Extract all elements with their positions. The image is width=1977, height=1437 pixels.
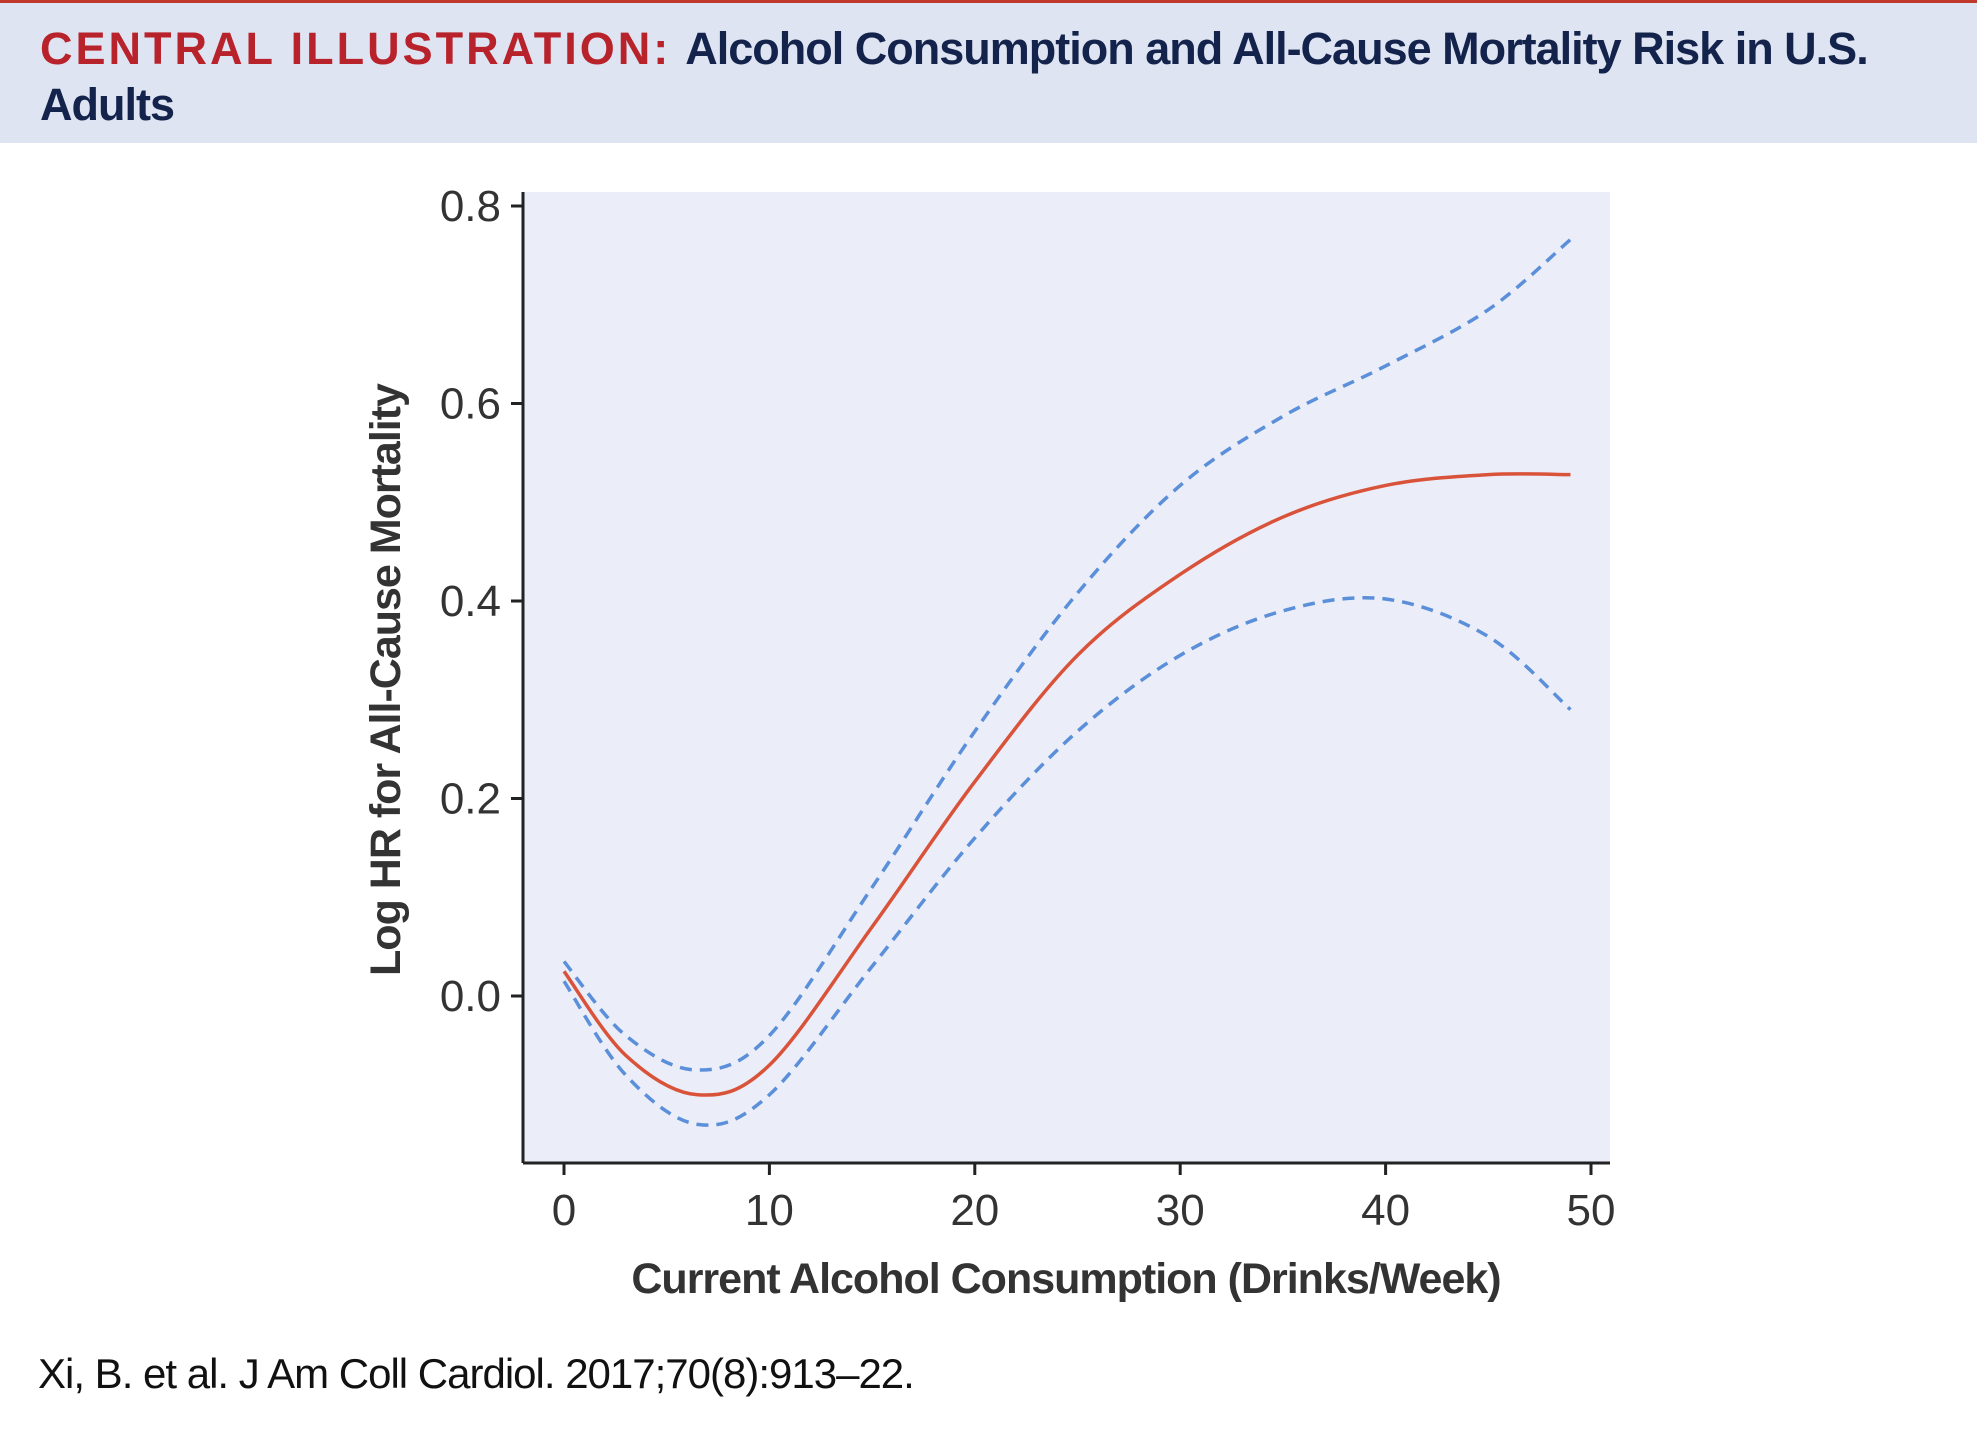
x-tick-label: 50 [1567,1186,1616,1235]
lower-ci-line [562,595,1572,1127]
y-tick-label: 0.2 [440,775,501,824]
title-text: Alcohol Consumption and All-Cause Mortal… [40,23,1869,130]
x-tick-label: 10 [745,1186,794,1235]
plot-background [523,192,1610,1163]
y-axis-label: Log HR for All-Cause Mortality [362,383,410,976]
x-tick-label: 40 [1361,1186,1410,1235]
central-illustration-label: CENTRAL ILLUSTRATION: [40,23,672,74]
y-tick-label: 0.0 [440,972,501,1021]
y-tick-label: 0.8 [440,182,501,231]
x-tick-label: 0 [552,1186,576,1235]
x-tick-label: 30 [1156,1186,1205,1235]
figure-title: CENTRAL ILLUSTRATION: Alcohol Consumption… [40,21,1960,133]
y-tick-label: 0.4 [440,577,501,626]
y-tick-label: 0.6 [440,380,501,429]
citation: Xi, B. et al. J Am Coll Cardiol. 2017;70… [38,1350,915,1397]
header-band: CENTRAL ILLUSTRATION: Alcohol Consumption… [0,3,1977,143]
top-rule [0,0,1977,3]
estimate-line [562,472,1571,1097]
upper-ci-line [562,238,1572,1072]
x-axis-label: Current Alcohol Consumption (Drinks/Week… [631,1255,1500,1303]
x-tick-label: 20 [950,1186,999,1235]
